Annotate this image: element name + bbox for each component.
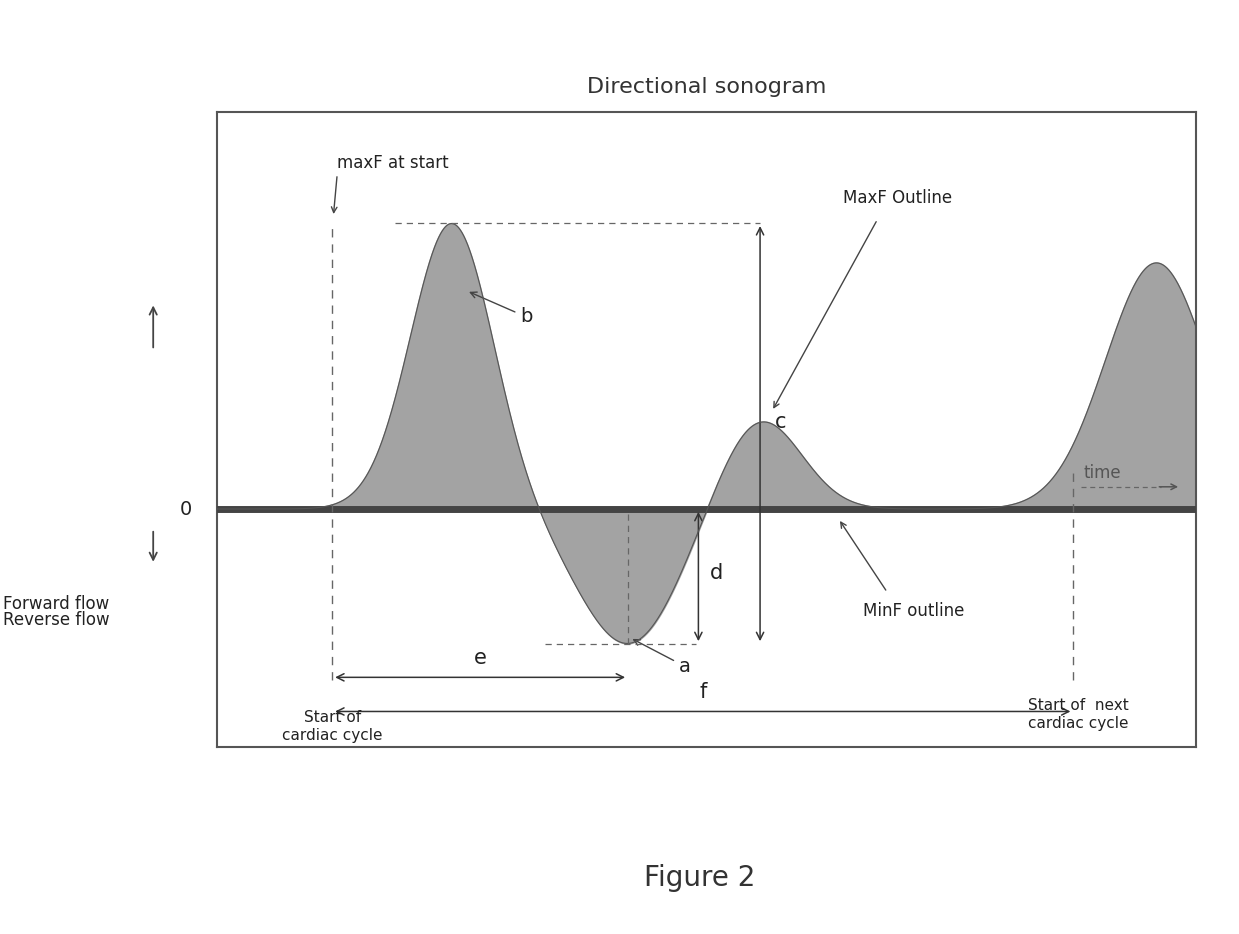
Text: e: e [473,648,487,668]
Title: Directional sonogram: Directional sonogram [586,77,826,96]
Text: f: f [699,682,706,702]
Text: maxF at start: maxF at start [337,153,449,172]
Text: Forward flow: Forward flow [2,595,109,614]
Text: Reverse flow: Reverse flow [2,611,109,630]
Text: a: a [633,640,690,676]
Text: Figure 2: Figure 2 [644,864,756,892]
Text: c: c [774,412,787,432]
Text: Start of
cardiac cycle: Start of cardiac cycle [282,710,383,743]
Text: MaxF Outline: MaxF Outline [844,190,953,207]
Text: time: time [1083,464,1121,482]
Text: 0: 0 [180,500,192,518]
Text: b: b [471,292,533,327]
Text: MinF outline: MinF outline [862,602,964,620]
Text: Start of  next
cardiac cycle: Start of next cardiac cycle [1028,698,1129,731]
Text: d: d [710,562,724,583]
